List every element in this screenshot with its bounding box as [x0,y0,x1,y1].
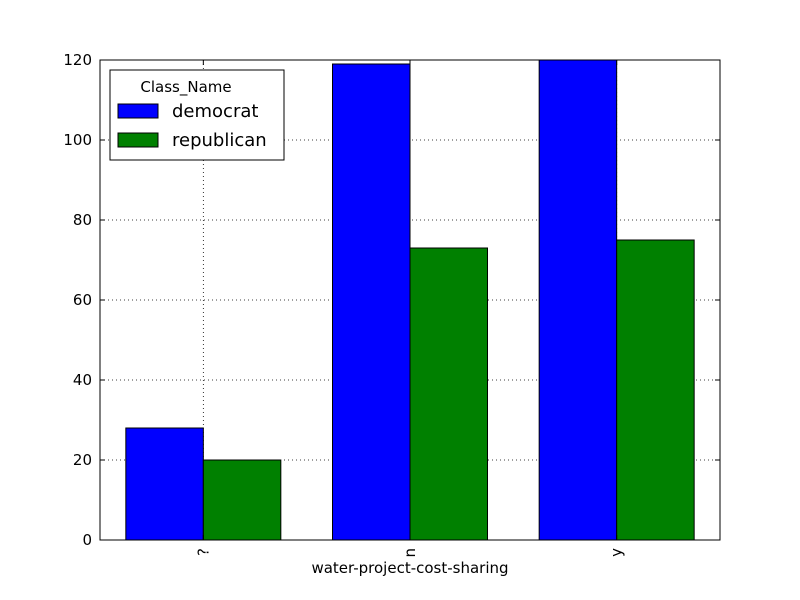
x-tick-label: y [608,548,626,557]
y-tick-labels: 0 20 40 60 80 100 120 [63,51,92,549]
x-tick-label: ? [194,548,212,556]
x-tick-label: n [401,548,419,558]
legend-label-republican: republican [172,130,267,151]
y-tick-label: 60 [73,291,92,309]
legend-swatch-republican [117,132,159,148]
ticks-group [100,59,720,541]
bar-democrat [332,63,411,541]
bar-democrat [125,427,204,541]
y-tick-label: 80 [73,211,92,229]
y-tick-label: 40 [73,371,92,389]
y-tick-label: 20 [73,451,92,469]
bar-democrat [538,59,618,541]
bars-group [125,59,695,541]
x-tick-labels: ? n y [194,548,625,558]
legend-swatch-democrat [117,103,159,119]
y-tick-label: 120 [63,51,92,69]
y-tick-label: 100 [63,131,92,149]
x-axis-label: water-project-cost-sharing [311,559,508,577]
y-tick-label: 0 [82,531,92,549]
legend-label-democrat: democrat [172,101,258,122]
bar-republican [409,247,488,541]
legend-title: Class_Name [140,78,231,97]
legend: Class_Name democrat republican [109,69,285,161]
bar-republican [616,239,695,541]
bar-republican [202,459,282,541]
